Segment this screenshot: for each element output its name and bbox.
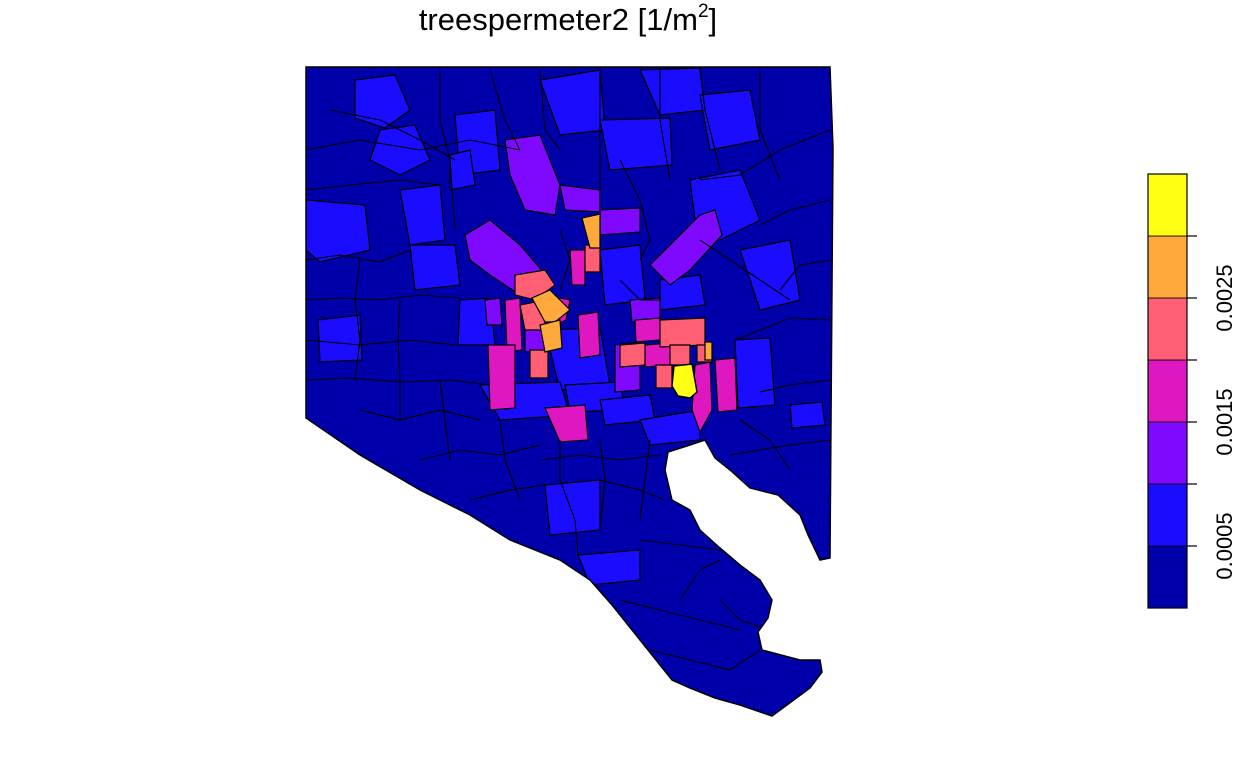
legend-swatches — [1147, 173, 1188, 609]
legend-swatch — [1147, 545, 1188, 609]
tract — [734, 337, 776, 409]
tract — [484, 297, 503, 326]
tract — [649, 209, 723, 286]
tract — [544, 479, 601, 536]
legend-swatch — [1147, 421, 1188, 485]
choropleth-map — [305, 66, 834, 717]
title-variable: treespermeter2 — [418, 2, 630, 37]
tract — [584, 244, 601, 273]
city-outline — [305, 66, 834, 717]
tract — [354, 74, 411, 129]
title-unit: [1/m2] — [637, 0, 718, 37]
tract — [704, 341, 713, 361]
tract — [599, 207, 641, 236]
unit-base: 1/m — [646, 2, 698, 37]
tract — [739, 239, 801, 311]
unit-bracket-close: ] — [708, 2, 718, 37]
tract — [504, 134, 561, 216]
tract — [669, 344, 691, 366]
tract — [529, 349, 549, 379]
legend-tick-label: 0.0015 — [1212, 388, 1237, 455]
tract — [504, 297, 523, 353]
legend-tick-label: 0.0005 — [1212, 512, 1237, 579]
legend-tick-label: 0.0025 — [1212, 264, 1237, 331]
tract — [577, 311, 601, 359]
plot-title: treespermeter2 [1/m2] — [0, 0, 1136, 38]
tract — [577, 549, 641, 586]
legend-swatch — [1147, 359, 1188, 423]
tract — [655, 364, 673, 389]
legend-swatch — [1147, 483, 1188, 547]
tract — [634, 317, 661, 343]
tract — [581, 213, 601, 249]
tract — [659, 317, 706, 348]
tract — [599, 117, 673, 171]
unit-exponent: 2 — [697, 0, 709, 22]
color-legend: 0.0005 0.0015 0.0025 — [1147, 173, 1237, 609]
tract — [789, 401, 826, 429]
tract — [619, 342, 646, 368]
unit-bracket-open: [ — [637, 2, 647, 37]
tract — [699, 89, 761, 151]
tract — [306, 199, 371, 263]
tract — [317, 314, 363, 363]
legend-swatch — [1147, 235, 1188, 299]
tract — [409, 244, 461, 291]
legend-frame — [1147, 173, 1188, 609]
tract — [544, 404, 589, 443]
legend-ticks: 0.0005 0.0015 0.0025 — [1187, 235, 1237, 580]
tract — [449, 149, 476, 191]
legend-swatch — [1147, 173, 1188, 237]
tract — [599, 244, 646, 306]
tract — [714, 357, 738, 413]
tract — [639, 409, 701, 446]
tract — [539, 319, 563, 353]
tract — [671, 363, 698, 399]
tract — [487, 344, 516, 411]
tract — [569, 249, 586, 286]
tract — [531, 289, 571, 323]
tract-boundaries — [306, 69, 831, 671]
tracts-class-6 — [531, 213, 713, 361]
legend-swatch — [1147, 297, 1188, 361]
tracts-class-7 — [671, 363, 698, 399]
tract — [559, 184, 601, 213]
tract — [399, 184, 446, 246]
